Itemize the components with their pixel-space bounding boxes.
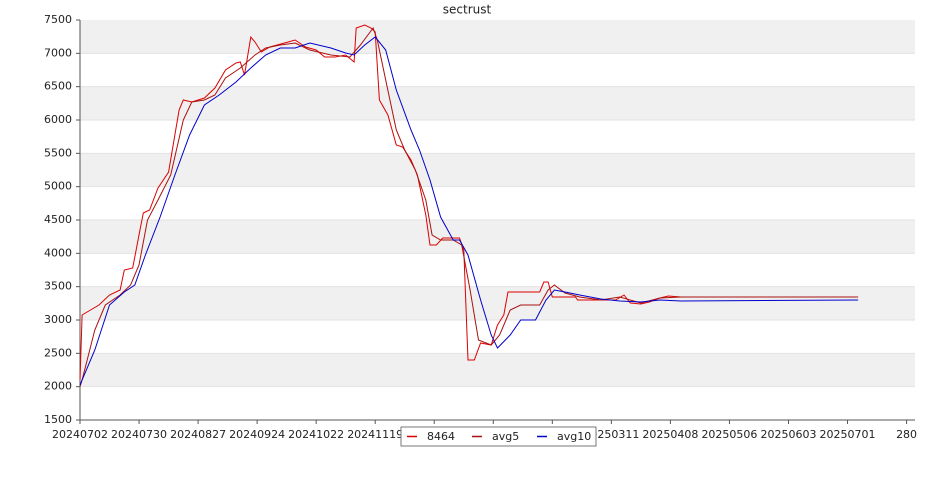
x-tick-label: 20250311 <box>583 428 639 441</box>
y-tick-label: 3500 <box>44 280 72 293</box>
chart-title: sectrust <box>443 3 492 17</box>
y-tick-label: 5500 <box>44 146 72 159</box>
y-tick-label: 5000 <box>44 180 72 193</box>
x-tick-label: 20241022 <box>288 428 344 441</box>
legend-label: avg5 <box>492 430 519 443</box>
series-line <box>79 26 859 387</box>
series-line <box>79 24 859 381</box>
y-tick-label: 4000 <box>44 246 72 259</box>
grid-band <box>80 153 915 187</box>
x-tick-label: 20240924 <box>229 428 285 441</box>
y-tick-label: 6500 <box>44 80 72 93</box>
y-tick-label: 6000 <box>44 113 72 126</box>
grid-band <box>80 286 915 320</box>
y-tick-label: 1500 <box>44 413 72 426</box>
grid-band <box>80 186 915 220</box>
legend-box <box>400 426 597 447</box>
grid-band <box>80 353 915 387</box>
y-tick-label: 4500 <box>44 213 72 226</box>
y-tick-label: 7500 <box>44 13 72 26</box>
y-tick-label: 2000 <box>44 380 72 393</box>
grid-band <box>80 120 915 154</box>
y-tick-label: 3000 <box>44 313 72 326</box>
grid-band <box>80 220 915 254</box>
x-tick-label: 20240702 <box>52 428 108 441</box>
grid-band <box>80 20 915 54</box>
x-tick-label: 280 <box>896 428 917 441</box>
x-tick-label: 20250603 <box>760 428 816 441</box>
x-tick-label: 20250701 <box>820 428 876 441</box>
grid-band <box>80 53 915 87</box>
x-tick-label: 20250408 <box>642 428 698 441</box>
legend-label: avg10 <box>557 430 591 443</box>
y-tick-label: 7000 <box>44 46 72 59</box>
x-tick-label: 20250506 <box>701 428 757 441</box>
x-tick-label: 20240827 <box>170 428 226 441</box>
x-tick-label: 20241119 <box>347 428 403 441</box>
grid-band <box>80 86 915 120</box>
grid-band <box>80 253 915 287</box>
series-line <box>79 36 859 386</box>
legend: 8464 avg5 avg10 <box>400 426 597 447</box>
grid-band <box>80 386 915 420</box>
x-tick-label: 20240730 <box>111 428 167 441</box>
y-tick-label: 2500 <box>44 346 72 359</box>
legend-label: 8464 <box>427 430 455 443</box>
grid-bands <box>80 20 915 421</box>
